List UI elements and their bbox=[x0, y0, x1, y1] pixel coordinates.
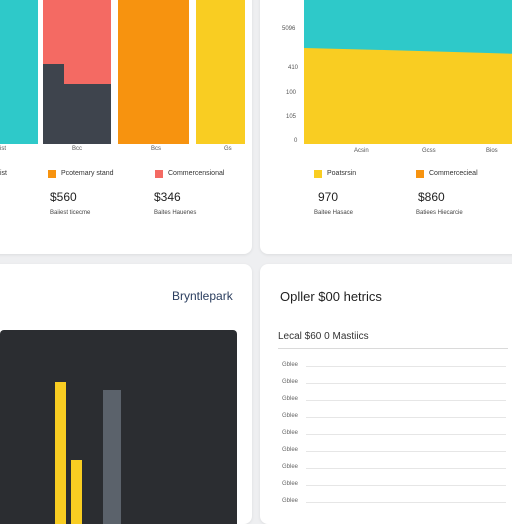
x-tick: Bios bbox=[486, 148, 498, 154]
divider bbox=[278, 348, 508, 349]
bar-orange[interactable] bbox=[118, 0, 189, 144]
row-line bbox=[306, 400, 506, 401]
row-line bbox=[306, 485, 506, 486]
legend-swatch-yellow bbox=[314, 170, 322, 178]
card-subtitle: Lecal $60 0 Mastiics bbox=[278, 331, 369, 342]
stat-value: 970 bbox=[318, 190, 339, 204]
dark-chart-panel bbox=[0, 330, 237, 524]
bar-gray[interactable] bbox=[103, 390, 121, 524]
card-title: Opller $00 hetrics bbox=[280, 289, 382, 304]
legend-swatch-coral bbox=[155, 170, 163, 178]
x-tick: Bcs bbox=[151, 146, 162, 152]
y-tick: 410 bbox=[288, 65, 299, 71]
row-line bbox=[306, 451, 506, 452]
stat-label: Baitee Hasace bbox=[314, 210, 354, 216]
stat-label: Batiees Hiecarcie bbox=[416, 210, 463, 216]
row-line bbox=[306, 383, 506, 384]
y-tick: 100 bbox=[286, 90, 297, 96]
bar-chart bbox=[0, 0, 245, 144]
row-label: Gblee bbox=[282, 413, 299, 419]
card-bar-chart: ist Bcc Bcs Gs ist Pcotemary stand Comme… bbox=[0, 0, 252, 254]
row-label: Gblee bbox=[282, 430, 299, 436]
row-label: Gblee bbox=[282, 481, 299, 487]
legend-label: Poatsrsin bbox=[327, 170, 357, 177]
row-line bbox=[306, 417, 506, 418]
y-tick: 105 bbox=[286, 114, 297, 120]
legend-label: Commercecieal bbox=[429, 170, 478, 177]
bar-yellow-short[interactable] bbox=[71, 460, 82, 524]
row-line bbox=[306, 366, 506, 367]
row-line bbox=[306, 434, 506, 435]
x-tick: Acsin bbox=[354, 148, 369, 154]
area-chart bbox=[304, 0, 512, 144]
stat-value: $346 bbox=[154, 190, 181, 204]
bar-slate-overlay[interactable] bbox=[43, 64, 111, 144]
legend-label: ist bbox=[0, 170, 7, 177]
bar-yellow-tall[interactable] bbox=[55, 382, 66, 524]
card-metrics: Opller $00 hetrics Lecal $60 0 Mastiics … bbox=[260, 264, 512, 524]
row-label: Gblee bbox=[282, 362, 299, 368]
legend-swatch-orange bbox=[416, 170, 424, 178]
card-title: Bryntlepark bbox=[172, 289, 233, 303]
legend-label: Pcotemary stand bbox=[61, 170, 114, 177]
y-tick: 0 bbox=[294, 138, 298, 144]
stat-label: Baiiest ticecme bbox=[50, 210, 91, 216]
row-label: Gblee bbox=[282, 379, 299, 385]
area-teal[interactable] bbox=[304, 0, 512, 54]
legend-swatch-orange bbox=[48, 170, 56, 178]
dark-bar-chart bbox=[55, 382, 121, 524]
row-line bbox=[306, 502, 506, 503]
x-tick: Gs bbox=[224, 146, 232, 152]
x-tick: Gcss bbox=[422, 148, 436, 154]
bar-yellow[interactable] bbox=[196, 0, 245, 144]
card-brightspark: Bryntlepark bbox=[0, 264, 252, 524]
x-tick: Bcc bbox=[72, 146, 83, 152]
y-tick: 5096 bbox=[282, 26, 296, 32]
stat-label: Baites Hauenes bbox=[154, 210, 197, 216]
row-label: Gblee bbox=[282, 498, 299, 504]
x-tick: ist bbox=[0, 146, 6, 152]
card-area-chart: 5096 410 100 105 0 Acsin Gcss Bios Poats… bbox=[260, 0, 512, 254]
row-label: Gblee bbox=[282, 464, 299, 470]
legend-label: Commercensional bbox=[168, 170, 225, 177]
stat-value: $560 bbox=[50, 190, 77, 204]
stat-value: $860 bbox=[418, 190, 445, 204]
row-label: Gblee bbox=[282, 447, 299, 453]
bar-teal[interactable] bbox=[0, 0, 38, 144]
row-line bbox=[306, 468, 506, 469]
row-label: Gblee bbox=[282, 396, 299, 402]
